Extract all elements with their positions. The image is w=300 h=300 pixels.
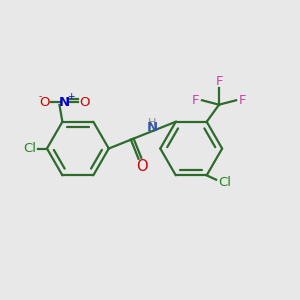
Text: Cl: Cl <box>23 142 36 155</box>
Text: Cl: Cl <box>218 176 231 189</box>
Text: F: F <box>192 94 199 107</box>
Text: O: O <box>80 95 90 109</box>
Text: N: N <box>147 121 158 134</box>
Text: H: H <box>148 118 156 128</box>
Text: -: - <box>39 92 42 101</box>
Text: +: + <box>67 92 74 101</box>
Text: F: F <box>239 94 246 107</box>
Text: O: O <box>40 95 50 109</box>
Text: N: N <box>59 95 70 109</box>
Text: F: F <box>215 75 223 88</box>
Text: O: O <box>136 159 147 174</box>
